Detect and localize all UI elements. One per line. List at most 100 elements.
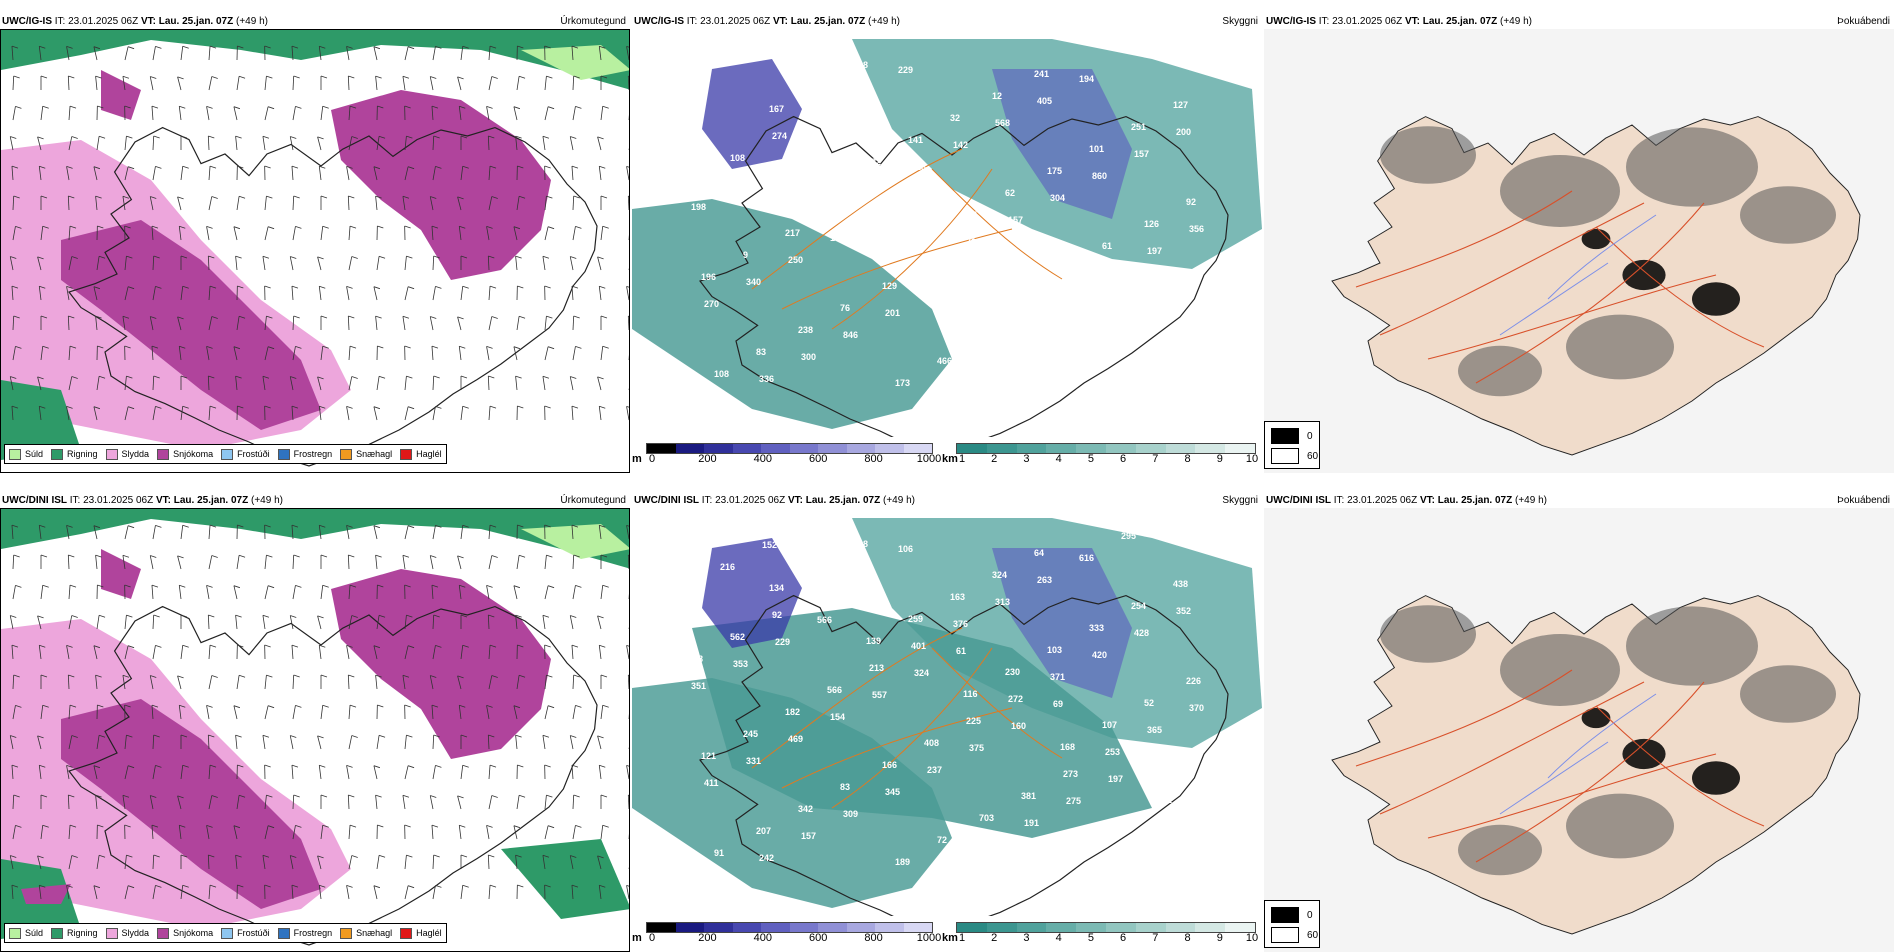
cloud-base-label: 83 — [840, 782, 850, 792]
cloud-base-label: 352 — [1176, 606, 1191, 616]
cloud-base-label: 217 — [785, 228, 800, 238]
colorbar-segment — [957, 444, 987, 453]
colorbar-segment — [904, 444, 933, 453]
colorbar-segment — [790, 444, 819, 453]
ptype-map-svg — [1, 509, 630, 952]
colorbar-tick: 800 — [864, 453, 882, 465]
panel-title: UWC/IG-IS IT: 23.01.2025 06Z VT: Lau. 25… — [2, 16, 268, 27]
cloud-base-label: 309 — [843, 809, 858, 819]
cloud-base-label: 73 — [966, 237, 976, 247]
ptype-legend-item: Súld — [9, 928, 43, 939]
cloud-base-label: 121 — [963, 210, 978, 220]
colorbar-segment — [1195, 923, 1225, 932]
legend-label: Súld — [25, 928, 43, 938]
colorbar-tick: 600 — [809, 453, 827, 465]
ptype-legend-item: Rigning — [51, 449, 98, 460]
colorbar-segment — [818, 923, 847, 932]
cloud-base-label: 129 — [882, 281, 897, 291]
colorbar-unit: km — [942, 453, 958, 465]
legend-label: Slydda — [122, 449, 150, 459]
cloud-base-label: 104 — [856, 87, 871, 97]
colorbar-segment — [761, 444, 790, 453]
cloud-base-label: 160 — [1011, 721, 1026, 731]
colorbar-segment — [676, 444, 705, 453]
cloud-base-label: 303 — [678, 584, 693, 594]
cloud-base-label: 154 — [830, 712, 845, 722]
cloud-base-label: 142 — [953, 140, 968, 150]
cloud-base-label: 127 — [1173, 100, 1188, 110]
cloud-base-label: 182 — [866, 157, 881, 167]
cloud-base-label: 295 — [1121, 531, 1136, 541]
cloud-base-label: 64 — [1034, 548, 1044, 558]
colorbar-tick: 4 — [1056, 932, 1062, 944]
legend-swatch — [1271, 907, 1299, 923]
legend-swatch — [400, 449, 412, 460]
cloud-base-label: 304 — [1050, 193, 1065, 203]
legend-label: Frostúði — [237, 449, 270, 459]
legend-label: Snjókoma — [173, 928, 213, 938]
colorbar-tick: 3 — [1023, 453, 1029, 465]
cloud-base-label: 345 — [885, 787, 900, 797]
colorbar-tick: 9 — [1217, 453, 1223, 465]
cloud-base-label: 351 — [691, 681, 706, 691]
cloud-base-label: 375 — [969, 743, 984, 753]
colorbar-unit: m — [632, 453, 642, 465]
cloud-base-label: 198 — [691, 202, 706, 212]
legend-swatch — [9, 449, 21, 460]
colorbar-segment — [1076, 923, 1106, 932]
cloud-base-label: 333 — [1089, 623, 1104, 633]
colorbar-segment — [1046, 444, 1076, 453]
cloud-base-label: 365 — [1147, 725, 1162, 735]
legend-swatch — [157, 449, 169, 460]
cloud-base-label: 173 — [895, 378, 910, 388]
cloud-base-label: 428 — [1134, 628, 1149, 638]
cloud-base-label: 62 — [1005, 188, 1015, 198]
legend-label: Súld — [25, 449, 43, 459]
colorbar-tick: 8 — [1184, 453, 1190, 465]
colorbar-segment — [1166, 923, 1196, 932]
colorbar-tick: 1000 — [917, 453, 941, 465]
ptype-legend-item: Snjókoma — [157, 449, 213, 460]
cloud-base-label: 141 — [908, 135, 923, 145]
cloud-base-label: 190 — [1118, 844, 1133, 854]
cloud-base-label: 168 — [1060, 742, 1075, 752]
cloud-base-label: 116 — [963, 689, 978, 699]
cloud-base-label: 85 — [811, 82, 821, 92]
ptype-map-svg — [1, 30, 630, 473]
cloud-base-label: 408 — [924, 738, 939, 748]
ptype-legend-item: Haglél — [400, 449, 442, 460]
ptype-legend-item: Súld — [9, 449, 43, 460]
cloud-base-label: 376 — [953, 619, 968, 629]
colorbar-tick: 200 — [698, 453, 716, 465]
cloud-base-label: 167 — [769, 104, 784, 114]
cloud-base-label: 370 — [717, 535, 732, 545]
legend-label: 60 — [1307, 930, 1318, 941]
cloud-base-label: 108 — [714, 369, 729, 379]
colorbar-tick: 0 — [649, 453, 655, 465]
legend-label: Haglél — [416, 449, 442, 459]
cloud-base-label: 164 — [672, 51, 687, 61]
legend-swatch — [9, 928, 21, 939]
visibility-panel-row2: UWC/DINI ISL IT: 23.01.2025 06Z VT: Lau.… — [632, 492, 1262, 952]
cloud-base-label: 253 — [1105, 747, 1120, 757]
cloud-base-label: 254 — [1131, 601, 1146, 611]
colorbar-tick: 10 — [1246, 453, 1258, 465]
cloud-base-label: 225 — [966, 716, 981, 726]
colorbar-segment — [818, 444, 847, 453]
cloud-base-label: 222 — [924, 259, 939, 269]
cloud-base-label: 498 — [853, 539, 868, 549]
colorbar-segment — [1106, 923, 1136, 932]
ptype-panel-row2: UWC/DINI ISL IT: 23.01.2025 06Z VT: Lau.… — [0, 492, 630, 952]
legend-label: Snæhagl — [356, 449, 392, 459]
cloud-base-label: 107 — [1102, 720, 1117, 730]
fog-legend-row: 0 — [1271, 428, 1313, 444]
cloud-base-label: 259 — [908, 614, 923, 624]
cloud-base-label: 139 — [866, 636, 881, 646]
colorbar-segment — [1017, 923, 1047, 932]
colorbar-tick: 1000 — [917, 932, 941, 944]
cloud-base-label: 401 — [911, 641, 926, 651]
colorbar-strip — [956, 443, 1256, 454]
cloud-base-label: 331 — [746, 756, 761, 766]
legend-label: Frostregn — [294, 449, 333, 459]
